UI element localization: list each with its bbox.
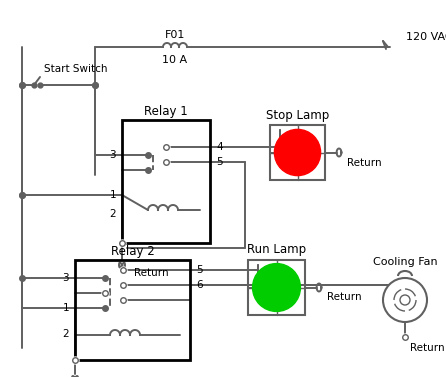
Text: 10 A: 10 A <box>162 55 188 65</box>
Circle shape <box>400 295 410 305</box>
Text: 3: 3 <box>62 273 69 283</box>
Text: Stop Lamp: Stop Lamp <box>266 109 329 121</box>
Text: 2: 2 <box>109 209 116 219</box>
Text: Relay 2: Relay 2 <box>111 245 154 259</box>
Text: 2: 2 <box>62 329 69 339</box>
Text: Return: Return <box>134 268 169 278</box>
Circle shape <box>252 264 301 311</box>
Bar <box>122 120 210 243</box>
Text: 4: 4 <box>216 142 223 152</box>
Text: 120 VAC: 120 VAC <box>406 32 446 42</box>
Text: Start Switch: Start Switch <box>44 64 107 74</box>
Text: 5: 5 <box>216 157 223 167</box>
Circle shape <box>383 278 427 322</box>
Text: 6: 6 <box>196 280 202 290</box>
Circle shape <box>274 129 321 176</box>
Text: 1: 1 <box>62 303 69 313</box>
Bar <box>75 260 190 360</box>
Text: Relay 1: Relay 1 <box>144 106 188 118</box>
Text: Run Lamp: Run Lamp <box>247 244 306 256</box>
Text: 1: 1 <box>109 190 116 200</box>
Text: Cooling Fan: Cooling Fan <box>373 257 438 267</box>
Text: Return: Return <box>327 293 362 302</box>
Text: Return: Return <box>347 158 382 167</box>
Bar <box>270 125 325 180</box>
Text: Return: Return <box>410 343 445 353</box>
Text: 3: 3 <box>109 150 116 160</box>
Bar <box>248 260 305 315</box>
Text: F01: F01 <box>165 30 185 40</box>
Text: 5: 5 <box>196 265 202 275</box>
